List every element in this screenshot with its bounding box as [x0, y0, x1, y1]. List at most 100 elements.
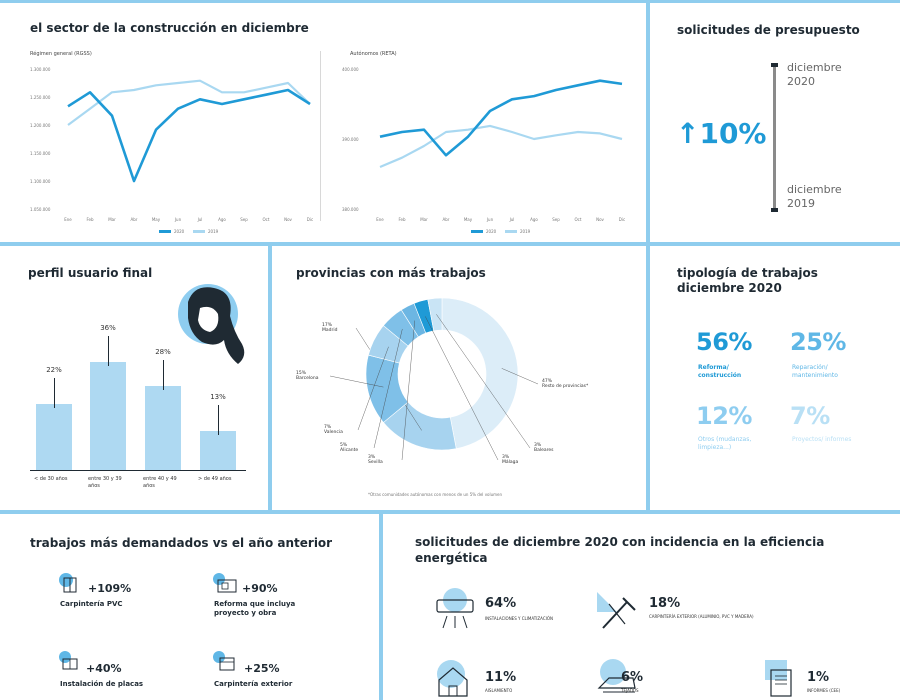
reta-line-chart: 400.000 390.000 380.000 Ene Feb Mar Abr May Jun J…	[342, 67, 625, 234]
demandados-label-1: Carpintería PVC	[60, 600, 123, 608]
perfil-title: perfil usuario final	[28, 266, 153, 280]
timeline-bottom-dot	[771, 208, 778, 212]
air-conditioner-icon	[436, 588, 474, 629]
legend-label: 2020	[174, 229, 185, 234]
age-bar	[36, 404, 72, 470]
donut-slice	[427, 297, 443, 332]
chart1-label: Régimen general (RGSS)	[30, 51, 92, 57]
x-tick-label: Ago	[530, 217, 538, 222]
eficiencia-label-2: Carpintería exterior (aluminio, PVC y ma…	[649, 614, 754, 619]
x-tick-label: Ene	[64, 217, 72, 222]
blueprint-icon	[213, 573, 237, 593]
age-bar	[90, 362, 126, 470]
y-tick-label: 380.000	[342, 207, 359, 212]
donut-pct-label: 15%	[296, 370, 307, 376]
eficiencia-label-5: Informes (CEE)	[807, 688, 841, 693]
tipologia-pct-1: 56%	[696, 328, 752, 356]
demandados-pct-2: +90%	[242, 582, 278, 595]
demandados-pct-4: +25%	[244, 662, 280, 675]
tipologia-pct-4: 7%	[790, 402, 830, 430]
provincias-panel: provincias con más trabajos 47% Resto de …	[272, 246, 646, 510]
legend-swatch	[193, 230, 205, 233]
bar-pct-label: 22%	[46, 366, 62, 374]
x-tick-label: Jun	[174, 217, 182, 222]
x-tick-label: Nov	[596, 217, 604, 222]
donut-leader-line	[501, 368, 539, 385]
bar-pct-label: 13%	[210, 393, 226, 401]
x-tick-label: May	[464, 217, 473, 222]
certificate-icon	[765, 660, 792, 697]
donut-leader-line	[425, 316, 499, 461]
demandados-label-2: Reforma que incluya proyecto y obra	[214, 600, 296, 617]
donut-pct-label: 5%	[340, 442, 348, 448]
y-tick-label: 1.150.000	[30, 151, 51, 156]
y-tick-label: 390.000	[342, 137, 359, 142]
eficiencia-pct-2: 18%	[649, 596, 681, 611]
tipologia-label-2: Reparación/ mantenimiento	[792, 364, 838, 379]
eficiencia-panel: solicitudes de diciembre 2020 con incide…	[383, 514, 900, 700]
x-tick-label: Dic	[307, 217, 313, 222]
donut-name-label: Madrid	[322, 327, 338, 333]
x-tick-label: Abr	[443, 217, 450, 222]
bar-stem	[108, 336, 109, 366]
y-tick-label: 1.200.000	[30, 123, 51, 128]
x-tick-label: Ene	[376, 217, 384, 222]
timeline-top-dot	[771, 63, 778, 67]
x-tick-label: Jul	[197, 217, 203, 222]
bar-category-label: > de 49 años	[198, 476, 232, 482]
legend-label: 2019	[520, 229, 531, 234]
x-tick-label: Jul	[509, 217, 515, 222]
x-tick-label: Abr	[131, 217, 138, 222]
donut-name-label: Resto de provincias*	[542, 383, 589, 389]
x-tick-label: Feb	[86, 217, 94, 222]
perfil-panel: perfil usuario final 22% < de 30 años 36% e…	[0, 246, 268, 510]
eficiencia-label-3: Aislamiento	[485, 688, 513, 693]
provincias-title: provincias con más trabajos	[296, 266, 486, 280]
demandados-pct-3: +40%	[86, 662, 122, 675]
bar-category-label: < de 30 años	[34, 476, 68, 482]
tipologia-label-1: Reforma/ construcción	[698, 364, 742, 379]
donut-pct-label: 3%	[502, 454, 510, 460]
x-tick-label: Ago	[218, 217, 226, 222]
x-tick-label: Oct	[575, 217, 582, 222]
legend-swatch	[159, 230, 171, 233]
timeline-bar	[773, 65, 776, 211]
solicitudes-value: ↑10%	[676, 117, 767, 150]
bar-axis	[30, 470, 246, 471]
donut-leader-line	[373, 328, 403, 449]
x-tick-label: Dic	[619, 217, 625, 222]
tipologia-pct-3: 12%	[696, 402, 752, 430]
chart2-label: Autónomos (RETA)	[350, 51, 397, 57]
y-tick-label: 1.250.000	[30, 95, 51, 100]
legend-label: 2020	[486, 229, 497, 234]
bar-pct-label: 28%	[155, 348, 171, 356]
donut-pct-label: 3%	[368, 454, 376, 460]
age-bar	[200, 431, 236, 470]
top-period-label: diciembre 2020	[787, 61, 842, 88]
sector-title: el sector de la construcción en diciembr…	[30, 21, 309, 35]
donut-leader-line	[401, 320, 415, 461]
x-tick-label: May	[152, 217, 161, 222]
series-line-2020	[379, 79, 623, 157]
provincias-footnote: *Otras comunidades autónomas con menos d…	[368, 492, 503, 497]
eficiencia-pct-4: 6%	[621, 670, 644, 685]
tipologia-pct-2: 25%	[790, 328, 846, 356]
y-tick-label: 1.100.000	[30, 179, 51, 184]
bottom-period-label: diciembre 2019	[787, 183, 842, 210]
legend-label: 2019	[208, 229, 219, 234]
y-tick-label: 400.000	[342, 67, 359, 72]
eficiencia-pct-1: 64%	[485, 596, 517, 611]
donut-slice	[441, 297, 519, 450]
demandados-label-4: Carpintería exterior	[214, 680, 293, 688]
demandados-title: trabajos más demandados vs el año anteri…	[30, 536, 333, 550]
donut-pct-label: 47%	[542, 378, 553, 384]
bar-stem	[54, 378, 55, 408]
donut-name-label: Málaga	[502, 458, 519, 465]
tipologia-title: tipología de trabajos diciembre 2020	[677, 266, 818, 295]
eficiencia-label-1: Instalaciones y climatización	[485, 616, 553, 621]
x-tick-label: Jun	[486, 217, 494, 222]
series-line-2019	[379, 124, 623, 169]
x-tick-label: Oct	[263, 217, 270, 222]
eficiencia-title: solicitudes de diciembre 2020 con incide…	[415, 535, 825, 565]
x-tick-label: Mar	[108, 217, 116, 222]
